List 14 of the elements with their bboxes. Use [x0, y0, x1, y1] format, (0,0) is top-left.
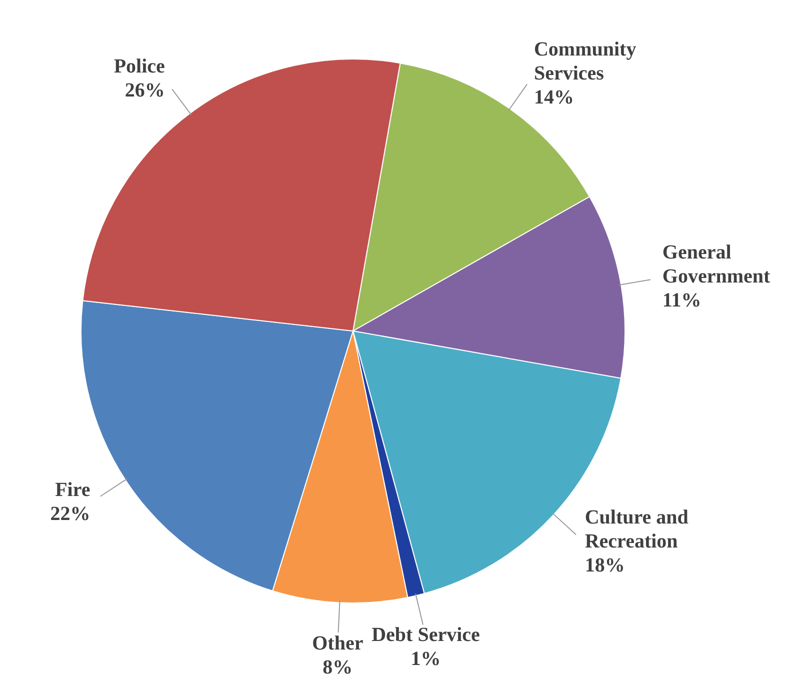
data-label: 11% — [662, 289, 702, 312]
data-label: 18% — [584, 554, 625, 576]
slice-label: Community Services — [534, 38, 636, 84]
slice-label: Debt Service — [372, 624, 480, 646]
slice-label: Fire — [55, 478, 90, 501]
slice-label: Other — [312, 632, 364, 654]
slice-label: Culture and Recreation — [584, 506, 688, 552]
data-label: 22% — [50, 502, 90, 525]
data-label: 1% — [410, 648, 441, 670]
data-label: 26% — [124, 79, 165, 102]
slice-label: Police — [114, 55, 166, 78]
slice-label: General Government — [662, 241, 771, 288]
data-label: 14% — [534, 86, 574, 108]
data-label: 8% — [322, 656, 353, 678]
